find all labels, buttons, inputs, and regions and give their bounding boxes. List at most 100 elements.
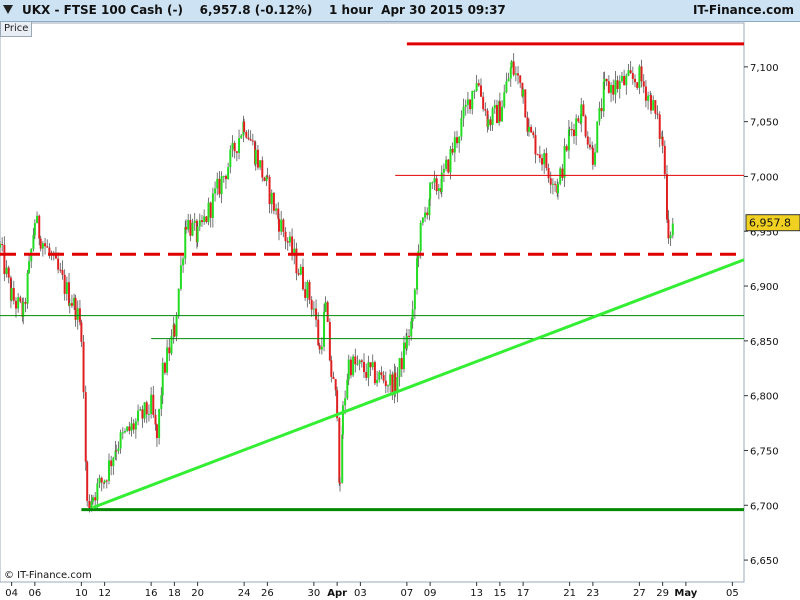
candle-body (505, 81, 508, 93)
candle (308, 279, 311, 305)
dropdown-triangle-icon[interactable] (3, 5, 13, 14)
candle (612, 79, 615, 101)
candle-body (543, 153, 546, 165)
candle (3, 236, 6, 282)
candle-body (65, 282, 68, 294)
candle-body (588, 144, 591, 148)
candle (400, 351, 403, 377)
candle-body (222, 175, 225, 177)
candle-body (349, 359, 352, 376)
candle-body (616, 80, 619, 89)
candle (527, 118, 530, 137)
candle-body (517, 73, 520, 76)
x-tick-label: 23 (587, 588, 600, 599)
candle-body (295, 248, 298, 274)
candle (315, 299, 318, 328)
y-tick-label: 7,100 (750, 63, 779, 74)
candle-body (251, 140, 254, 142)
candle (575, 114, 578, 146)
candle-body (551, 183, 554, 185)
candle-body (130, 423, 133, 431)
candle-body (243, 121, 246, 132)
candle (473, 89, 476, 99)
candle (126, 426, 129, 433)
candle (493, 99, 496, 114)
candle-body (235, 151, 238, 153)
candle (187, 213, 190, 233)
candle-body (654, 100, 657, 114)
candle (408, 328, 411, 346)
candle-body (602, 81, 605, 112)
candle (216, 172, 219, 196)
candle-body (22, 302, 25, 317)
candle-body (214, 188, 217, 194)
candle-body (0, 243, 1, 248)
candle (166, 339, 169, 376)
candle (405, 328, 408, 351)
candle (545, 147, 548, 171)
candle (150, 387, 153, 419)
candle (328, 318, 331, 362)
candle-body (586, 136, 589, 145)
candle-body (435, 178, 438, 192)
candle-body (150, 394, 153, 414)
candle-body (538, 154, 541, 159)
candle-body (650, 95, 652, 111)
price-tab[interactable]: Price (0, 22, 33, 37)
candle-body (3, 244, 6, 275)
candle (373, 360, 376, 386)
candle-body (512, 61, 515, 75)
candle-body (10, 288, 13, 301)
candle (652, 95, 655, 111)
candle (334, 378, 337, 397)
candle (161, 357, 164, 405)
candle (193, 212, 196, 231)
candle-body (179, 265, 182, 289)
candle-body (526, 117, 529, 132)
candle (218, 171, 221, 198)
candle-body (346, 379, 349, 399)
candle-body (580, 104, 583, 124)
candle-body (48, 247, 51, 254)
candle (396, 367, 399, 403)
candle-body (437, 188, 440, 192)
candle (332, 371, 335, 380)
candle (475, 74, 478, 92)
candle-body (249, 139, 252, 141)
x-tick-label: 21 (563, 588, 576, 599)
candle-body (554, 183, 557, 185)
candle (317, 312, 320, 347)
candle (667, 210, 670, 244)
x-tick-label: 17 (517, 588, 530, 599)
candle (378, 369, 381, 383)
candle-body (614, 80, 617, 95)
candle (647, 91, 650, 110)
candle-body (570, 129, 573, 131)
candle (220, 171, 223, 204)
candle-body (591, 147, 594, 165)
candle-body (466, 99, 469, 105)
candle (541, 153, 544, 171)
candle (557, 181, 559, 200)
candle-body (170, 336, 173, 354)
candle (398, 357, 401, 387)
candle (251, 133, 254, 146)
candle-body (610, 85, 613, 93)
candle (112, 456, 115, 475)
candle (445, 155, 448, 172)
candle (610, 82, 613, 103)
candle (501, 100, 504, 122)
candle (63, 269, 66, 301)
candle-body (304, 289, 307, 298)
candle-body (161, 362, 164, 396)
candle (229, 145, 232, 174)
candle (627, 64, 630, 77)
candle-body (491, 108, 494, 126)
candle-body (330, 360, 333, 377)
candle (356, 355, 359, 366)
candle (110, 455, 113, 476)
candle (115, 444, 118, 461)
y-tick-label: 6,750 (750, 446, 779, 457)
candle-body (530, 126, 533, 133)
